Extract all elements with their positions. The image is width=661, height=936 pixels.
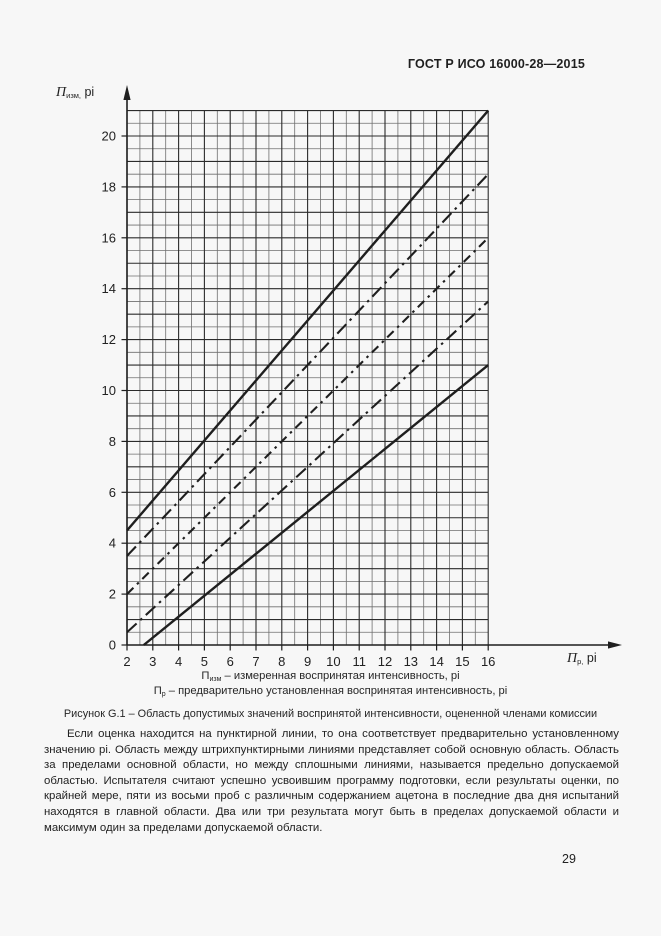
legend-line-2-subscript: р	[161, 691, 166, 698]
y-axis-label: Пизм, pi	[56, 85, 94, 101]
y-tick-label: 14	[102, 281, 116, 296]
y-axis-arrow	[123, 85, 131, 100]
y-tick-label: 18	[102, 179, 116, 194]
series-upper-main-region	[126, 173, 489, 557]
x-tick-label: 6	[227, 654, 234, 669]
x-tick-label: 8	[278, 654, 285, 669]
x-tick-label: 10	[326, 654, 340, 669]
x-axis-symbol: П	[567, 651, 578, 666]
x-tick-label: 16	[481, 654, 495, 669]
legend-line-1-text: – измеренная воспринятая интенсивность, …	[221, 670, 460, 682]
legend-line-2: Пр – предварительно установленная воспри…	[0, 685, 661, 698]
series-lower-permissible-limit	[143, 364, 489, 646]
series-upper-permissible-limit	[126, 109, 490, 532]
y-tick-label: 16	[102, 230, 116, 245]
body-paragraph: Если оценка находится на пунктирной лини…	[44, 728, 619, 834]
x-tick-label: 13	[404, 654, 418, 669]
legend-line-2-symbol: П	[153, 685, 162, 697]
x-tick-label: 11	[352, 654, 366, 669]
y-axis-symbol: П	[56, 85, 67, 100]
x-tick-label: 2	[123, 654, 130, 669]
y-tick-label: 6	[109, 485, 116, 500]
page-number: 29	[562, 852, 576, 866]
y-tick-label: 10	[102, 383, 116, 398]
x-axis-unit: pi	[583, 651, 597, 665]
x-tick-label: 14	[429, 654, 443, 669]
x-tick-label: 9	[304, 654, 311, 669]
figure-caption: Рисунок G.1 – Область допустимых значени…	[63, 708, 598, 720]
x-tick-label: 5	[201, 654, 208, 669]
legend-line-1-symbol: П	[201, 670, 210, 682]
x-axis-arrow	[608, 641, 622, 649]
y-axis-unit: pi	[81, 85, 95, 99]
y-axis-subscript: изм,	[66, 91, 81, 100]
y-tick-label: 4	[109, 536, 116, 551]
x-tick-label: 4	[175, 654, 182, 669]
legend-line-2-text: – предварительно установленная воспринят…	[165, 685, 508, 697]
document-header: ГОСТ Р ИСО 16000-28—2015	[407, 57, 585, 71]
legend-line-1-subscript: изм	[209, 676, 222, 683]
legend-line-1: Пизм – измеренная воспринятая интенсивно…	[0, 670, 661, 683]
y-tick-label: 20	[102, 129, 116, 144]
y-tick-label: 2	[109, 587, 116, 602]
x-tick-label: 7	[252, 654, 259, 669]
y-tick-label: 12	[102, 332, 116, 347]
x-tick-label: 12	[378, 654, 392, 669]
series-lower-main-region	[126, 300, 489, 634]
series-preset-value-line	[126, 237, 489, 595]
y-tick-label: 8	[109, 434, 116, 449]
x-axis-subscript: р,	[577, 657, 584, 666]
x-tick-label: 15	[455, 654, 469, 669]
y-tick-label: 0	[109, 638, 116, 653]
x-axis-label: Пр, pi	[567, 651, 597, 667]
x-tick-label: 3	[149, 654, 156, 669]
